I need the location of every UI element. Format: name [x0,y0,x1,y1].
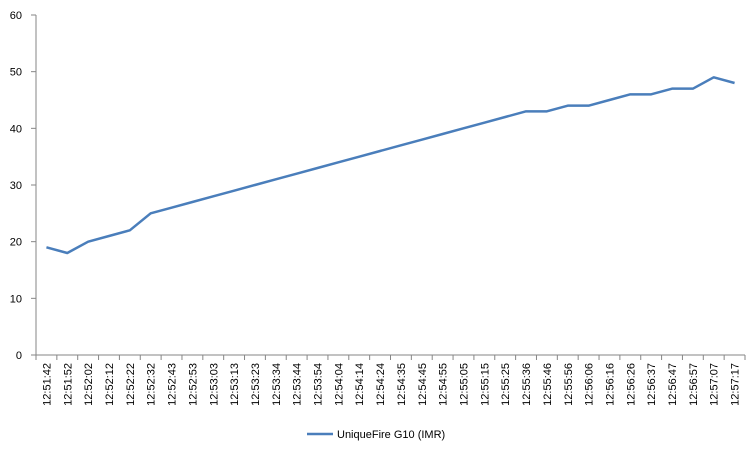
y-tick-label: 0 [16,350,22,362]
x-tick-label: 12:52:22 [125,363,137,406]
x-tick-label: 12:52:43 [167,363,179,406]
x-tick-label: 12:53:34 [271,363,283,406]
x-tick-label: 12:51:52 [62,363,74,406]
x-tick-label: 12:57:17 [730,363,742,406]
y-tick-label: 60 [10,10,22,22]
x-tick-label: 12:56:16 [604,363,616,406]
x-tick-label: 12:53:13 [229,363,241,406]
y-tick-label: 50 [10,67,22,79]
x-tick-label: 12:53:44 [292,363,304,406]
x-tick-label: 12:56:57 [688,363,700,406]
legend-label: UniqueFire G10 (IMR) [337,429,445,441]
x-tick-label: 12:54:14 [354,363,366,406]
x-tick-label: 12:55:05 [458,363,470,406]
x-tick-label: 12:54:35 [396,363,408,406]
x-tick-label: 12:57:07 [709,363,721,406]
x-tick-label: 12:54:04 [333,363,345,406]
x-tick-label: 12:55:46 [542,363,554,406]
x-tick-label: 12:54:55 [438,363,450,406]
x-tick-label: 12:54:24 [375,363,387,406]
x-tick-label: 12:56:47 [667,363,679,406]
x-tick-label: 12:56:26 [625,363,637,406]
y-tick-label: 10 [10,293,22,305]
x-tick-label: 12:52:02 [83,363,95,406]
x-tick-label: 12:52:32 [146,363,158,406]
x-tick-label: 12:55:36 [521,363,533,406]
x-tick-label: 12:56:06 [584,363,596,406]
x-tick-label: 12:55:56 [563,363,575,406]
data-line [46,76,735,255]
x-tick-label: 12:56:37 [646,363,658,406]
x-tick-label: 12:52:12 [104,363,116,406]
y-tick-label: 40 [10,123,22,135]
x-tick-label: 12:53:03 [208,363,220,406]
y-tick-label: 30 [10,180,22,192]
y-tick-label: 20 [10,237,22,249]
x-tick-label: 12:54:45 [417,363,429,406]
x-tick-label: 12:55:15 [479,363,491,406]
x-tick-label: 12:51:42 [41,363,53,406]
x-tick-label: 12:55:25 [500,363,512,406]
x-tick-label: 12:53:23 [250,363,262,406]
x-tick-label: 12:53:54 [313,363,325,406]
x-tick-label: 12:52:53 [187,363,199,406]
